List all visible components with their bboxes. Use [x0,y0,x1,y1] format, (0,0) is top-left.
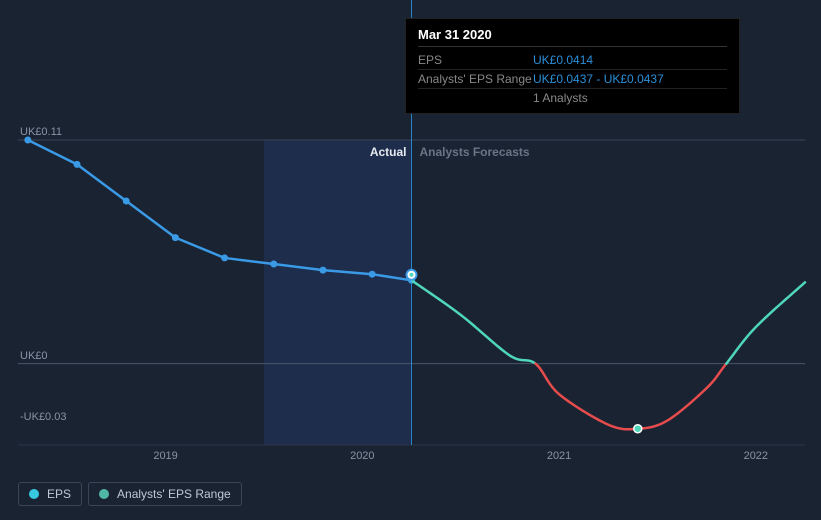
tooltip-eps-value: UK£0.0414 [533,53,593,67]
x-tick-label: 2021 [547,450,571,462]
y-tick-label: UK£0 [20,350,48,362]
tooltip-range-label: Analysts' EPS Range [418,72,533,86]
legend-dot-eps [29,489,39,499]
x-tick-label: 2022 [744,450,768,462]
tooltip-eps-label: EPS [418,53,533,67]
y-tick-label: UK£0.11 [20,126,62,138]
x-tick-label: 2020 [350,450,374,462]
chart-legend: EPS Analysts' EPS Range [18,482,242,506]
region-actual-label: Actual [352,145,407,159]
tooltip-range-value: UK£0.0437 - UK£0.0437 [533,72,664,86]
legend-label-eps: EPS [47,487,71,501]
legend-dot-range [99,489,109,499]
eps-chart: UK£0.11 UK£0 -UK£0.03 2019 2020 2021 2022 Act… [0,0,821,520]
tooltip-title: Mar 31 2020 [418,27,727,47]
legend-label-range: Analysts' EPS Range [117,487,231,501]
x-tick-label: 2019 [153,450,177,462]
tooltip-analysts-count: 1 Analysts [533,89,727,105]
legend-item-range[interactable]: Analysts' EPS Range [88,482,242,506]
chart-tooltip: Mar 31 2020 EPS UK£0.0414 Analysts' EPS … [405,18,740,114]
y-tick-label: -UK£0.03 [20,411,66,423]
region-forecast-label: Analysts Forecasts [420,145,530,159]
legend-item-eps[interactable]: EPS [18,482,82,506]
